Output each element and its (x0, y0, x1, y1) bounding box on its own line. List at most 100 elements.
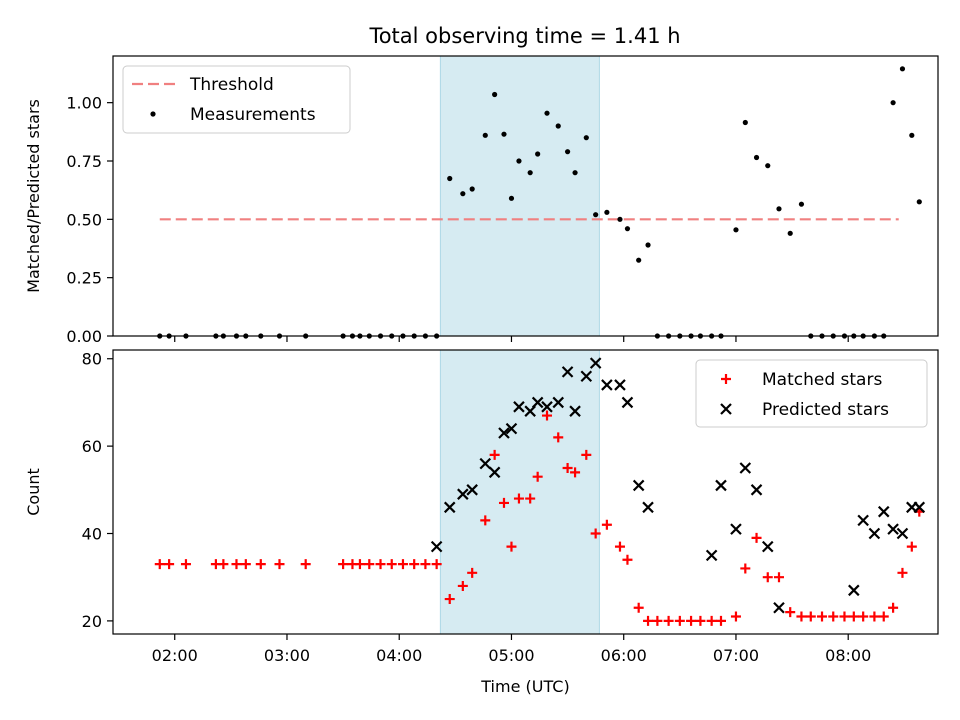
predicted-star-point (705, 549, 718, 562)
matched-star-point (375, 559, 386, 570)
matched-star-point (740, 563, 751, 574)
matched-star-point (633, 602, 644, 613)
matched-star-point (686, 615, 697, 626)
matched-star-point (513, 493, 524, 504)
predicted-star-point (443, 501, 456, 514)
predicted-star-point (466, 484, 478, 496)
predicted-star-point (739, 462, 752, 474)
matched-star-point (773, 572, 784, 583)
legend-box (122, 65, 351, 134)
measurement-point (899, 66, 906, 72)
matched-star-point (467, 567, 478, 578)
measurement-point (508, 195, 515, 201)
legend-measurement-swatch (150, 111, 156, 117)
predicted-star-point (868, 527, 881, 540)
matched-star-point (386, 559, 397, 570)
y-tick-label: 0.75 (66, 152, 102, 171)
matched-star-point (785, 607, 796, 618)
measurement-point (516, 158, 522, 164)
matched-star-point (506, 541, 517, 552)
x-tick-label: 08:00 (825, 646, 871, 665)
predicted-star-point (479, 457, 492, 470)
matched-star-point (888, 602, 899, 613)
matched-star-point (796, 611, 807, 622)
figure-title: Total observing time = 1.41 h (368, 24, 680, 48)
measurement-point (624, 226, 631, 232)
measurement-point (733, 227, 739, 233)
matched-star-point (581, 449, 592, 460)
matched-star-point (590, 528, 601, 539)
top-axes: 0.00 0.25 0.50 0.75 1.00 Matched/Predicted st… (24, 55, 939, 346)
y-tick-label: 60 (82, 437, 102, 456)
x-tick-label: 07:00 (713, 646, 759, 665)
measurement-point (593, 212, 599, 218)
measurement-point (527, 170, 533, 176)
matched-star-point (231, 559, 242, 570)
measurement-point (482, 132, 488, 138)
x-axis-label: Time (UTC) (480, 677, 569, 696)
predicted-star-point (715, 479, 727, 492)
matched-star-point (553, 432, 564, 443)
matched-star-point (897, 567, 908, 578)
measurement-point (787, 230, 793, 236)
axes-frame (112, 349, 939, 635)
matched-star-point (643, 615, 654, 626)
measurement-point (909, 132, 915, 138)
predicted-star-point (569, 405, 581, 417)
matched-star-point (354, 559, 365, 570)
matched-star-point (255, 559, 266, 570)
measurement-point (583, 135, 589, 141)
matched-star-point (420, 559, 431, 570)
matched-star-point (614, 541, 625, 552)
matched-star-point (828, 611, 839, 622)
matched-star-point (706, 615, 717, 626)
matched-star-point (431, 559, 442, 570)
measurement-point (564, 149, 571, 155)
matched-star-point (805, 611, 816, 622)
predicted-star-point (761, 540, 774, 553)
matched-star-point (274, 559, 285, 570)
measurement-point (501, 131, 507, 137)
y-axis-label: Matched/Predicted stars (24, 99, 43, 293)
predicted-star-point (621, 396, 634, 409)
matched-star-point (730, 611, 741, 622)
matched-star-point (480, 515, 491, 526)
legend-matched-label: Matched stars (762, 370, 882, 390)
matched-star-point (715, 615, 726, 626)
axes-frame (112, 55, 939, 337)
measurement-point (636, 257, 642, 263)
measurement-point (492, 91, 498, 98)
matched-star-point (562, 462, 573, 473)
matched-star-point (397, 559, 408, 570)
matched-star-point (906, 541, 917, 552)
matched-star-point (218, 559, 229, 570)
legend: Matched stars Predicted stars (695, 359, 928, 428)
matched-star-point (338, 559, 349, 570)
matched-star-point (652, 615, 663, 626)
x-tick-label: 05:00 (488, 646, 534, 665)
predicted-star-point (498, 427, 510, 439)
predicted-star-point (457, 488, 469, 500)
matched-star-point (817, 611, 828, 622)
legend: Threshold Measurements (122, 65, 351, 134)
legend-matched-swatch (721, 374, 731, 384)
measurement-point (765, 163, 771, 169)
matched-star-point (751, 532, 762, 543)
predicted-star-point (505, 422, 518, 435)
measurement-point (890, 100, 896, 106)
matched-star-point (663, 615, 674, 626)
measurement-point (916, 199, 922, 205)
predicted-star-point (913, 501, 926, 514)
matched-star-point (542, 410, 553, 421)
predicted-star-point (887, 523, 899, 535)
matched-star-point (878, 611, 889, 622)
predicted-star-point (601, 379, 613, 391)
x-tick-label: 02:00 (152, 646, 198, 665)
legend-predicted-swatch (720, 403, 732, 415)
predicted-star-point (877, 505, 890, 518)
measurement-point (776, 206, 782, 212)
predicted-star-point (848, 584, 860, 597)
measurement-point (535, 151, 541, 157)
y-tick-label: 0.50 (66, 210, 102, 229)
